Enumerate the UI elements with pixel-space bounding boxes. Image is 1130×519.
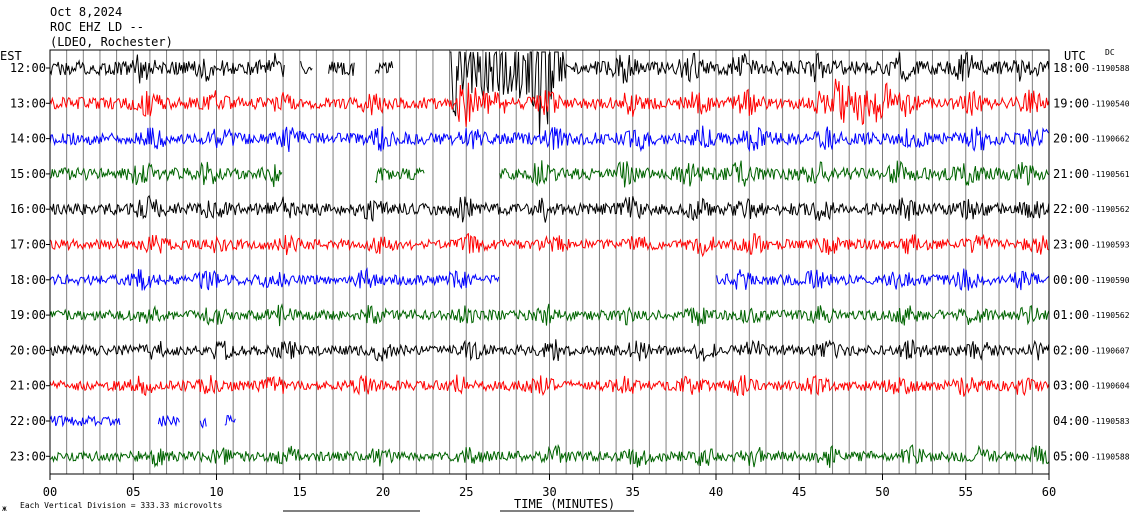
x-tick-label: 60	[1042, 485, 1056, 499]
trace-rows	[49, 50, 1050, 468]
row-label-dc: -1190588	[1091, 64, 1130, 73]
x-tick-label: 30	[542, 485, 556, 499]
row-label-utc: 18:00	[1053, 61, 1089, 75]
trace-row	[49, 443, 1050, 468]
row-label-utc: 21:00	[1053, 167, 1089, 181]
left-zone-label: EST	[0, 49, 22, 63]
trace-row	[49, 414, 236, 429]
x-axis-ticks: 00 05 10 15 20 25 30 35 40 45 50 55 60	[43, 474, 1056, 499]
row-label-utc: 01:00	[1053, 308, 1089, 322]
row-label-dc: -1190561	[1091, 170, 1130, 179]
row-label-dc: -1190562	[1091, 311, 1130, 320]
trace-row	[49, 160, 1050, 188]
row-label-utc: 04:00	[1053, 414, 1089, 428]
corner-mark: ж	[2, 504, 7, 513]
trace-row	[49, 267, 1050, 292]
trace-row	[49, 50, 1050, 137]
row-label-utc: 03:00	[1053, 379, 1089, 393]
trace-row	[49, 78, 1050, 127]
right-zone-label: UTC	[1064, 49, 1086, 63]
x-axis-title: TIME (MINUTES)	[514, 497, 615, 511]
row-label-dc: -1190590	[1091, 276, 1130, 285]
minute-grid	[66, 50, 1033, 474]
row-label-utc: 23:00	[1053, 238, 1089, 252]
x-tick-label: 45	[792, 485, 806, 499]
row-label-est: 21:00	[10, 379, 46, 393]
trace-row	[49, 195, 1050, 223]
row-label-utc: 00:00	[1053, 273, 1089, 287]
row-label-utc: 20:00	[1053, 132, 1089, 146]
row-label-utc: 19:00	[1053, 96, 1089, 110]
row-label-utc: 22:00	[1053, 202, 1089, 216]
x-tick-label: 20	[376, 485, 390, 499]
row-label-dc: -1190588	[1091, 452, 1130, 461]
x-tick-label: 50	[875, 485, 889, 499]
row-label-est: 14:00	[10, 132, 46, 146]
row-label-dc: -1190604	[1091, 382, 1130, 391]
row-label-est: 22:00	[10, 414, 46, 428]
trace-row	[49, 232, 1050, 258]
row-label-est: 17:00	[10, 238, 46, 252]
row-label-dc: -1190662	[1091, 135, 1130, 144]
row-label-dc: -1190540	[1091, 99, 1130, 108]
x-tick-label: 40	[709, 485, 723, 499]
trace-row	[49, 303, 1050, 327]
row-label-dc: -1190562	[1091, 205, 1130, 214]
trace-row	[49, 339, 1050, 362]
trace-row	[49, 125, 1050, 153]
row-label-est: 20:00	[10, 343, 46, 357]
x-tick-label: 05	[126, 485, 140, 499]
row-label-est: 19:00	[10, 308, 46, 322]
x-tick-label: 55	[959, 485, 973, 499]
row-label-est: 18:00	[10, 273, 46, 287]
x-tick-label: 25	[459, 485, 473, 499]
x-tick-label: 10	[209, 485, 223, 499]
x-tick-label: 00	[43, 485, 57, 499]
scale-note: Each Vertical Division = 333.33 microvol…	[20, 501, 222, 510]
row-label-est: 16:00	[10, 202, 46, 216]
row-label-utc: 05:00	[1053, 449, 1089, 463]
row-label-utc: 02:00	[1053, 343, 1089, 357]
dc-label: DC	[1105, 48, 1115, 57]
x-tick-label: 35	[626, 485, 640, 499]
row-label-dc: -1190583	[1091, 417, 1130, 426]
row-label-est: 12:00	[10, 61, 46, 75]
row-label-est: 15:00	[10, 167, 46, 181]
x-tick-label: 15	[293, 485, 307, 499]
row-label-dc: -1190607	[1091, 346, 1130, 355]
header-date: Oct 8,2024	[50, 5, 122, 19]
row-label-est: 13:00	[10, 96, 46, 110]
header-station: ROC EHZ LD --	[50, 20, 144, 34]
trace-row	[49, 374, 1050, 397]
row-label-dc: -1190593	[1091, 241, 1130, 250]
row-label-est: 23:00	[10, 449, 46, 463]
header-network: (LDEO, Rochester)	[50, 35, 173, 49]
